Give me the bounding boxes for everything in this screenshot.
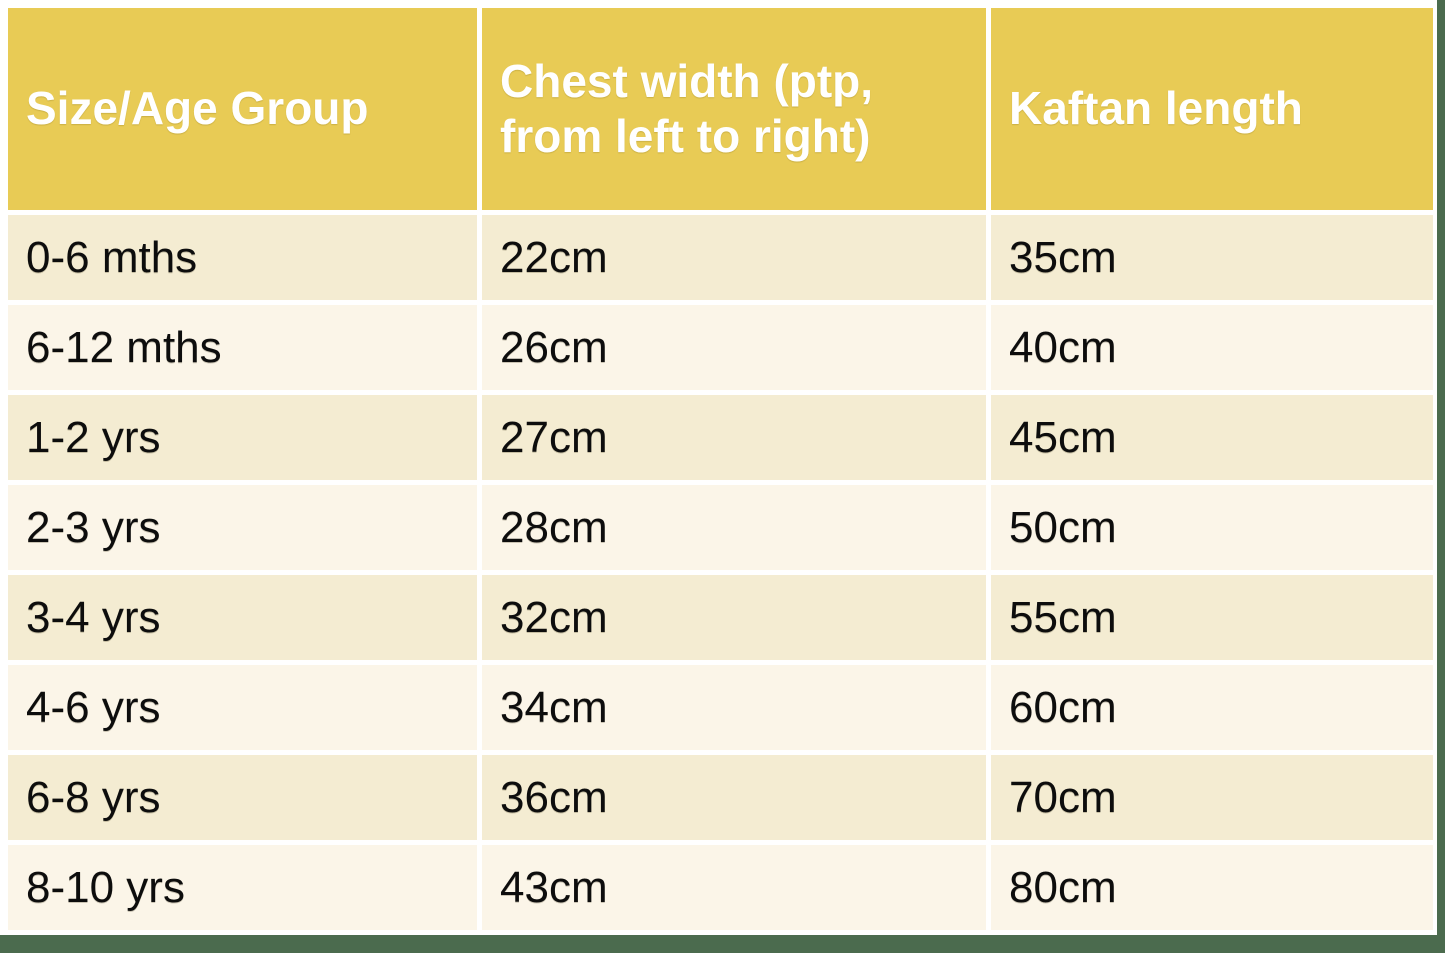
table-cell-length: 40cm	[991, 305, 1433, 390]
background-edge-right	[1437, 0, 1445, 953]
table-cell-length: 50cm	[991, 485, 1433, 570]
table-cell-size: 8-10 yrs	[8, 845, 477, 930]
table-cell-size: 0-6 mths	[8, 215, 477, 300]
table-cell-chest: 32cm	[482, 575, 986, 660]
table-cell-chest: 43cm	[482, 845, 986, 930]
table-cell-chest: 36cm	[482, 755, 986, 840]
table-cell-chest: 26cm	[482, 305, 986, 390]
background-edge-bottom	[0, 935, 1445, 953]
table-cell-length: 70cm	[991, 755, 1433, 840]
table-cell-chest: 27cm	[482, 395, 986, 480]
column-header-size-age-group: Size/Age Group	[8, 8, 477, 210]
table-cell-size: 4-6 yrs	[8, 665, 477, 750]
table-cell-chest: 34cm	[482, 665, 986, 750]
table-cell-size: 1-2 yrs	[8, 395, 477, 480]
table-cell-size: 3-4 yrs	[8, 575, 477, 660]
table-cell-length: 80cm	[991, 845, 1433, 930]
table-cell-size: 6-8 yrs	[8, 755, 477, 840]
table-cell-chest: 28cm	[482, 485, 986, 570]
table-cell-length: 45cm	[991, 395, 1433, 480]
table-cell-size: 2-3 yrs	[8, 485, 477, 570]
column-header-chest-width: Chest width (ptp, from left to right)	[482, 8, 986, 210]
table-cell-length: 35cm	[991, 215, 1433, 300]
table-cell-length: 55cm	[991, 575, 1433, 660]
kaftan-size-table: Size/Age Group Chest width (ptp, from le…	[8, 8, 1433, 930]
table-cell-size: 6-12 mths	[8, 305, 477, 390]
column-header-kaftan-length: Kaftan length	[991, 8, 1433, 210]
table-cell-length: 60cm	[991, 665, 1433, 750]
table-cell-chest: 22cm	[482, 215, 986, 300]
